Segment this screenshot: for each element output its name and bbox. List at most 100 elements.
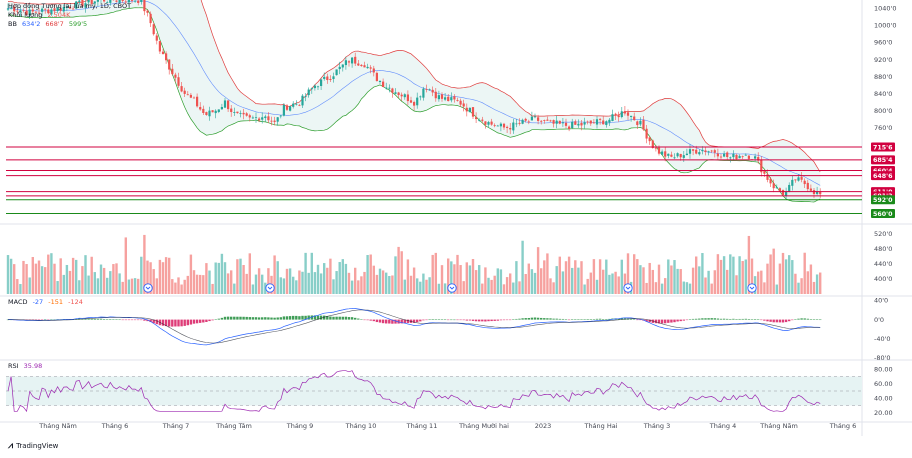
macd-histogram-bar: [580, 319, 583, 320]
macd-histogram-bar: [704, 318, 707, 320]
macd-histogram-bar: [636, 319, 639, 321]
candle: [785, 187, 788, 200]
event-marker-icon[interactable]: [265, 283, 275, 293]
volume-pane[interactable]: [6, 234, 822, 294]
volume-bar: [561, 271, 565, 294]
tradingview-brand[interactable]: ⩘ TradingView: [8, 441, 58, 451]
candle: [329, 75, 332, 83]
candle-body: [62, 6, 65, 12]
candle-body: [220, 106, 223, 110]
candle: [602, 115, 605, 125]
candle: [599, 117, 602, 125]
macd-histogram-bar: [288, 316, 292, 320]
macd-histogram-bar: [797, 318, 800, 320]
candle-body: [416, 97, 419, 106]
price-axis-tick-label: 920'0: [874, 56, 892, 64]
macd-histogram-bar: [366, 319, 369, 321]
candle-body: [493, 125, 496, 127]
volume-bar: [462, 281, 465, 294]
volume-bar: [378, 268, 382, 294]
candle-body: [158, 41, 161, 52]
macd-histogram-bar: [137, 319, 140, 321]
candle-body: [6, 8, 10, 10]
volume-bar: [254, 274, 258, 294]
volume-axis-tick-label: 440'0: [874, 260, 892, 268]
macd-histogram-bar: [490, 319, 493, 322]
candle-body: [152, 24, 155, 35]
macd-histogram-bar: [589, 319, 592, 320]
candle-body: [199, 107, 202, 110]
candle: [577, 119, 580, 128]
volume-bar: [701, 253, 704, 294]
candle-body: [19, 10, 22, 13]
volume-bar: [422, 273, 425, 294]
candle: [772, 179, 775, 193]
macd-histogram-bar: [406, 319, 410, 323]
macd-histogram-bar: [512, 319, 515, 320]
volume-bar: [437, 283, 441, 294]
volume-bar: [722, 256, 726, 294]
macd-histogram-bar: [354, 317, 357, 320]
candle-body: [741, 156, 744, 158]
event-marker-glyph: [625, 286, 631, 290]
event-marker-circle: [747, 283, 757, 293]
macd-histogram-bar: [474, 319, 478, 322]
candle-body: [614, 113, 617, 115]
candle: [50, 7, 53, 17]
volume-bar: [140, 256, 143, 294]
candle: [254, 112, 258, 123]
rsi-pane[interactable]: [6, 370, 862, 413]
volume-bar: [487, 277, 490, 294]
volume-bar: [757, 271, 760, 294]
candle: [344, 56, 347, 70]
candle-body: [326, 76, 329, 81]
macd-histogram-bar: [171, 319, 174, 327]
candle-body: [335, 69, 338, 76]
event-marker-icon[interactable]: [143, 283, 153, 293]
candle: [211, 110, 214, 113]
candle: [465, 103, 468, 117]
macd-histogram-bar: [285, 316, 289, 320]
candle: [747, 155, 750, 160]
volume-bar: [806, 271, 809, 294]
candle-body: [161, 51, 165, 55]
volume-bar: [189, 254, 193, 294]
price-pane[interactable]: [6, 0, 822, 203]
event-marker-icon[interactable]: [623, 283, 633, 293]
candle: [137, 0, 140, 6]
event-marker-circle: [447, 283, 457, 293]
macd-histogram-bar: [199, 319, 202, 323]
symbol-title[interactable]: Hợp đồng Tương lai lúa mỳ, 1D, CBOT: [8, 2, 132, 10]
candle-body: [292, 103, 295, 107]
volume-bar: [288, 268, 292, 294]
candle-body: [313, 85, 316, 89]
candle: [53, 4, 56, 15]
candle-body: [394, 92, 397, 94]
volume-bar: [344, 263, 348, 294]
event-marker-icon[interactable]: [447, 283, 457, 293]
candle-body: [406, 94, 409, 102]
volume-bar: [555, 266, 558, 294]
macd-histogram-bar: [750, 319, 754, 320]
candle: [648, 136, 651, 145]
volume-bar: [171, 279, 174, 294]
volume-bar: [481, 283, 484, 294]
macd-pane[interactable]: [6, 307, 822, 346]
candle-body: [769, 178, 772, 184]
macd-histogram-bar: [753, 319, 757, 320]
volume-bar: [589, 272, 592, 294]
candle: [285, 104, 289, 112]
volume-bar: [391, 275, 394, 294]
volume-bar: [316, 264, 320, 294]
volume-bar: [670, 265, 673, 294]
event-marker-icon[interactable]: [747, 283, 757, 293]
macd-histogram-bar: [87, 318, 90, 320]
macd-histogram-bar: [254, 317, 258, 320]
macd-histogram-bar: [245, 316, 248, 320]
macd-histogram-bar: [56, 319, 59, 320]
candle-body: [351, 57, 354, 64]
macd-histogram-bar: [388, 319, 391, 324]
macd-histogram-bar: [273, 317, 276, 320]
candle-body: [719, 156, 723, 158]
